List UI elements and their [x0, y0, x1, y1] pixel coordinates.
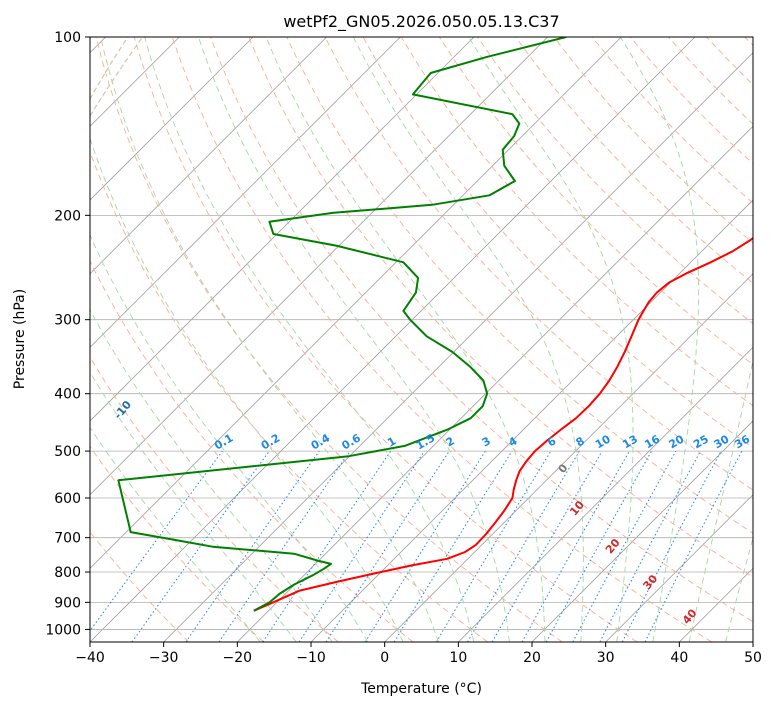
isotherm-line: [679, 37, 775, 642]
x-tick-label: 0: [380, 650, 389, 666]
x-tick-label: −30: [149, 650, 179, 666]
isotherm-line: [0, 37, 253, 642]
dry-adiabat-line: [0, 37, 264, 642]
isotherm-line: [385, 37, 775, 642]
dry-adiabat-line: [592, 37, 775, 642]
dry-adiabat-line: [554, 37, 775, 642]
dry-adiabat-line: [516, 37, 775, 642]
y-tick-label: 700: [54, 531, 81, 547]
mixing-ratio-line: [436, 451, 551, 642]
mixing-ratio-label: 0.1: [212, 431, 235, 452]
x-tick-label: 50: [744, 650, 762, 666]
isotherm-line: [237, 37, 775, 642]
isotherm-line: [311, 37, 775, 642]
mixing-ratio-label: 3: [480, 434, 493, 449]
mixing-ratio-label: 30: [712, 432, 732, 451]
mixing-ratio-label: 13: [620, 432, 640, 451]
mixing-ratio-label: 0.4: [309, 431, 333, 452]
reference-curve: [10, 37, 127, 642]
chart-title: wetPf2_GN05.2026.050.05.13.C37: [283, 12, 559, 32]
y-tick-label: 600: [54, 491, 81, 507]
x-tick-label: −10: [296, 650, 326, 666]
moist-adiabat-line: [32, 37, 368, 642]
y-tick-label: 100: [54, 30, 81, 46]
mixing-ratio-label: 2: [444, 434, 457, 449]
dry-adiabat-line: [0, 37, 189, 642]
mixing-ratio-line: [573, 451, 676, 642]
mixing-ratio-line: [219, 451, 350, 642]
x-tick-label: −40: [75, 650, 105, 666]
y-tick-label: 1000: [45, 622, 81, 638]
mixing-ratio-label: 0.6: [340, 431, 364, 452]
mixing-ratio-line: [82, 451, 223, 642]
dry-adiabat-line: [0, 37, 338, 642]
isotherm-line: [0, 37, 327, 642]
moist-adiabat-label: 10: [567, 498, 587, 518]
y-tick-label: 800: [54, 565, 81, 581]
x-tick-label: 10: [449, 650, 467, 666]
x-tick-label: −20: [223, 650, 253, 666]
isotherm-line: [0, 37, 474, 642]
isotherm-line: [532, 37, 775, 642]
mixing-ratio-label: 10: [593, 432, 613, 451]
moist-adiabat-line: [689, 37, 775, 642]
isotherm-line: [90, 37, 695, 642]
moist-adiabat-line: [726, 37, 775, 642]
mixing-ratio-line: [326, 451, 449, 642]
dry-adiabat-label: -10: [111, 398, 134, 422]
dry-adiabat-line: [20, 37, 413, 642]
mixing-ratio-label: 36: [732, 432, 752, 451]
moist-adiabat-line: [0, 37, 260, 642]
isotherm-line: [753, 37, 775, 642]
y-tick-label: 500: [54, 444, 81, 460]
isotherm-line: [0, 37, 400, 642]
y-tick-label: 400: [54, 387, 81, 403]
y-tick-label: 300: [54, 313, 81, 329]
isotherm-line: [16, 37, 621, 642]
mixing-ratio-label: 0.2: [259, 431, 282, 452]
mixing-ratio-line: [263, 451, 391, 642]
dry-adiabat-line: [134, 37, 637, 642]
mixing-ratio-label: 4: [506, 434, 519, 449]
y-tick-label: 900: [54, 595, 81, 611]
moist-adiabat-line: [64, 37, 403, 642]
mixing-ratio-line: [546, 451, 651, 642]
dry-adiabat-label: -20: [29, 356, 52, 380]
dewpoint-profile-line: [118, 37, 566, 611]
x-tick-label: 30: [597, 650, 615, 666]
mixing-ratio-label: 6: [545, 434, 558, 449]
dry-adiabat-line: [668, 37, 775, 642]
y-axis-label: Pressure (hPa): [12, 289, 28, 389]
x-tick-label: 40: [670, 650, 688, 666]
x-axis-label: Temperature (°C): [360, 681, 482, 697]
mixing-ratio-label: 16: [642, 432, 662, 451]
x-tick-label: 20: [523, 650, 541, 666]
dry-adiabat-line: [707, 37, 775, 642]
y-tick-label: 200: [54, 208, 81, 224]
mixing-ratio-label: 20: [667, 432, 687, 451]
moist-adiabat-label: 30: [640, 572, 660, 592]
mixing-ratio-line: [299, 451, 424, 642]
mixing-ratio-line: [365, 451, 485, 642]
moist-adiabat-line: [4, 37, 332, 642]
